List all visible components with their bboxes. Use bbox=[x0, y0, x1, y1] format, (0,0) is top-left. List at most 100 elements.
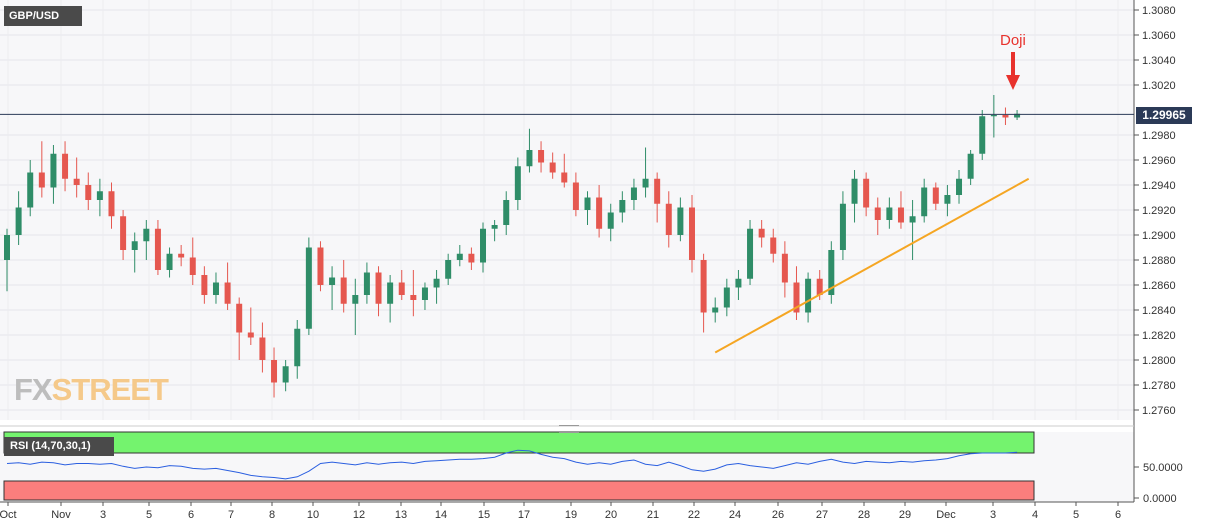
candle-body bbox=[549, 162, 556, 173]
x-tick-label: 19 bbox=[565, 509, 577, 521]
candle-body bbox=[990, 115, 997, 117]
x-tick-label: 7 bbox=[228, 509, 234, 521]
candle-body bbox=[723, 287, 730, 308]
candle-body bbox=[50, 153, 57, 188]
candle-body bbox=[932, 187, 939, 204]
candle-body bbox=[700, 260, 707, 313]
candle-body bbox=[480, 228, 487, 263]
candle-body bbox=[630, 187, 637, 200]
x-tick-label: 15 bbox=[478, 509, 490, 521]
candle-body bbox=[596, 197, 603, 229]
candle-body bbox=[468, 253, 475, 263]
rsi-label: RSI (14,70,30,1) bbox=[4, 437, 114, 456]
candle-body bbox=[38, 172, 45, 188]
candle-body bbox=[886, 207, 893, 220]
candle-body bbox=[363, 272, 370, 295]
candle-body bbox=[967, 153, 974, 179]
y-tick-label: 1.2880 bbox=[1142, 255, 1176, 267]
candle-body bbox=[851, 178, 858, 204]
candle-body bbox=[108, 191, 115, 217]
candle-body bbox=[619, 200, 626, 213]
candle-body bbox=[897, 207, 904, 223]
candle-body bbox=[1014, 113, 1021, 118]
x-tick-label: 26 bbox=[772, 509, 784, 521]
y-tick-label: 1.3060 bbox=[1142, 30, 1176, 42]
x-tick-label: 27 bbox=[816, 509, 828, 521]
candle-body bbox=[921, 187, 928, 217]
candle-body bbox=[282, 366, 289, 383]
candle-body bbox=[259, 337, 266, 360]
y-tick-label: 1.3040 bbox=[1142, 55, 1176, 67]
candle-body bbox=[514, 166, 521, 200]
candle-body bbox=[154, 228, 161, 270]
candle-body bbox=[352, 295, 359, 304]
candle-body bbox=[874, 207, 881, 220]
candle-body bbox=[224, 282, 231, 304]
candle-body bbox=[15, 207, 22, 235]
candle-body bbox=[27, 172, 34, 208]
candle-body bbox=[166, 253, 173, 270]
x-tick-label: 6 bbox=[1115, 509, 1121, 521]
candle-body bbox=[747, 228, 754, 279]
overlay bbox=[0, 52, 1134, 115]
trendline bbox=[714, 177, 1030, 354]
candle-body bbox=[375, 272, 382, 304]
candle-body bbox=[758, 228, 765, 238]
candle-body bbox=[178, 253, 185, 258]
candle-body bbox=[956, 178, 963, 195]
candle-body bbox=[456, 253, 463, 260]
y-tick-label: 1.2760 bbox=[1142, 405, 1176, 417]
candle-body bbox=[979, 116, 986, 154]
candle-body bbox=[387, 282, 394, 304]
candle-body bbox=[584, 197, 591, 210]
y-tick-label: 1.2900 bbox=[1142, 230, 1176, 242]
candle-body bbox=[1002, 115, 1009, 118]
rsi-line bbox=[6, 449, 1018, 480]
support-trendline bbox=[714, 177, 1030, 354]
rsi-tick-label: 0.0000 bbox=[1143, 493, 1177, 505]
candle-body bbox=[62, 153, 69, 179]
candle-body bbox=[398, 282, 405, 295]
candle-body bbox=[828, 250, 835, 295]
candle-body bbox=[712, 307, 719, 313]
candle-body bbox=[4, 235, 10, 260]
grid bbox=[0, 0, 1134, 420]
candle-body bbox=[317, 247, 324, 285]
x-tick-label: 28 bbox=[858, 509, 870, 521]
x-tick-label: 8 bbox=[269, 509, 275, 521]
y-tick-label: 1.3020 bbox=[1142, 80, 1176, 92]
candle-body bbox=[120, 216, 127, 250]
x-tick-label: Oct bbox=[0, 509, 17, 521]
fxstreet-logo: FXSTREET bbox=[14, 372, 169, 408]
y-tick-label: 1.2920 bbox=[1142, 205, 1176, 217]
candle-body bbox=[189, 257, 196, 275]
y-tick-label: 1.2980 bbox=[1142, 130, 1176, 142]
price-axis: 1.3080 1.3060 1.3040 1.3020 1.2980 1.2960 1.29… bbox=[1133, 0, 1176, 502]
candle-body bbox=[665, 203, 672, 235]
pair-label: GBP/USD bbox=[4, 6, 82, 26]
y-tick-label: 1.2800 bbox=[1142, 355, 1176, 367]
candle-body bbox=[433, 278, 440, 288]
doji-annotation: Doji bbox=[1000, 32, 1026, 49]
panel-resize-handle[interactable] bbox=[559, 425, 579, 433]
candle-body bbox=[572, 182, 579, 210]
x-tick-label: 5 bbox=[146, 509, 152, 521]
candle-body bbox=[491, 225, 498, 229]
x-tick-label: 14 bbox=[435, 509, 447, 521]
candle-body bbox=[247, 332, 254, 338]
x-tick-label: 22 bbox=[688, 509, 700, 521]
candle-body bbox=[340, 277, 347, 304]
candle-body bbox=[793, 282, 800, 313]
y-tick-label: 1.2960 bbox=[1142, 155, 1176, 167]
candle-body bbox=[816, 278, 823, 295]
candles bbox=[4, 95, 1021, 398]
time-axis: Oct Nov 3 5 6 7 8 10 12 13 14 15 17 19 20 21 22 24 26 27 28 2… bbox=[0, 501, 1134, 521]
y-tick-label: 1.2840 bbox=[1142, 305, 1176, 317]
rsi-indicator: 50.0000 0.0000 bbox=[0, 425, 1183, 505]
x-tick-label: 3 bbox=[990, 509, 996, 521]
x-tick-label: 5 bbox=[1073, 509, 1079, 521]
x-tick-label: 6 bbox=[188, 509, 194, 521]
logo-street: STREET bbox=[51, 372, 169, 407]
candle-body bbox=[607, 212, 614, 229]
y-tick-label: 1.2860 bbox=[1142, 280, 1176, 292]
